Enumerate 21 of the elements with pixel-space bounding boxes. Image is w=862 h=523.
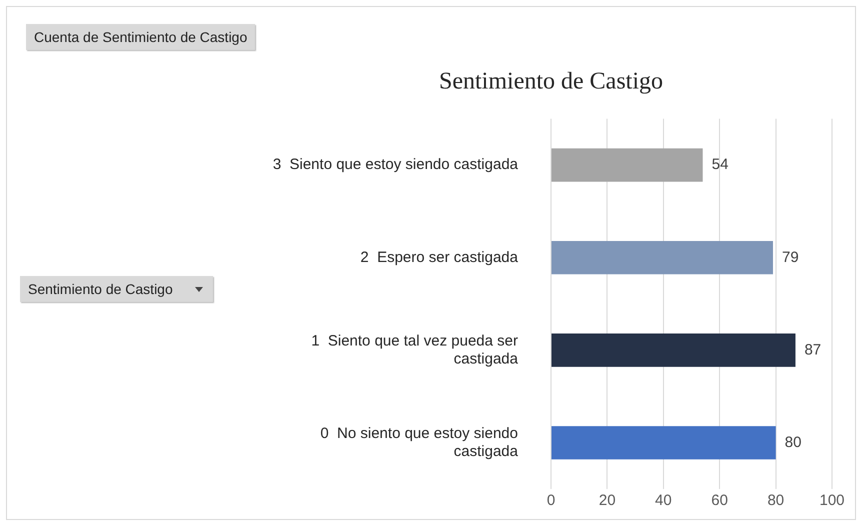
text: Sentimiento de Castigo — [28, 281, 173, 297]
bar — [552, 148, 703, 182]
y-tick-label: 2 Espero ser castigada — [360, 248, 519, 266]
y-tick-label: 3 Siento que estoy siendo castigada — [272, 156, 519, 174]
bar — [552, 426, 776, 460]
bar — [552, 240, 773, 274]
x-tick-label: 40 — [655, 492, 672, 510]
text: Cuenta de Sentimiento de Castigo — [34, 29, 248, 45]
y-tick-label: 1 Siento que tal vez pueda ser castigada — [311, 332, 519, 368]
x-tick-label: 20 — [598, 492, 616, 510]
y-tick-label: 0 No siento que estoy siendo castigada — [320, 424, 519, 460]
bar — [552, 334, 796, 367]
x-tick-label: 0 — [546, 492, 556, 510]
x-tick-label: 100 — [819, 492, 845, 510]
data-label: 79 — [782, 248, 799, 266]
data-label: 80 — [784, 434, 802, 451]
chart-title: Sentimiento de Castigo — [439, 68, 663, 95]
x-tick-label: 60 — [711, 492, 728, 510]
data-label: 87 — [804, 341, 822, 358]
data-label: 54 — [712, 156, 728, 174]
x-tick-label: 80 — [767, 492, 784, 510]
